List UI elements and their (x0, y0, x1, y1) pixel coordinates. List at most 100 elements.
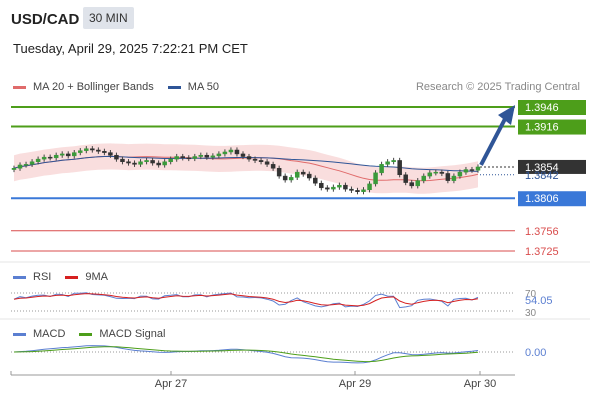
candle-body (349, 188, 354, 191)
candle-body (234, 149, 240, 155)
candle (475, 164, 481, 173)
candle (47, 154, 53, 161)
candle (156, 160, 161, 168)
x-axis-ticks: Apr 27 Apr 29 Apr 30 (10, 371, 496, 390)
rsi-value-label: 54.05 (525, 295, 553, 307)
candle (300, 169, 306, 177)
candle-body (264, 161, 270, 165)
candle-body (415, 180, 420, 187)
candle (313, 175, 318, 186)
candle-body (246, 156, 252, 160)
candle-body (47, 156, 53, 159)
candle-body (433, 171, 439, 174)
candle (469, 166, 475, 173)
macd-swatch-icon (13, 332, 26, 336)
candle (451, 173, 457, 184)
candle-body (150, 160, 155, 164)
timeframe-badge[interactable]: 30 MIN (83, 7, 134, 29)
candle-body (391, 160, 396, 162)
candle (337, 182, 342, 190)
candle (126, 159, 131, 166)
candle (84, 146, 89, 154)
rsi-level-label: 70 (525, 289, 537, 300)
candle-body (361, 189, 366, 192)
candles (11, 105, 515, 195)
candle (108, 150, 113, 158)
bollinger-swatch-icon (13, 85, 26, 89)
level-label: 1.3756 (525, 226, 559, 238)
credit-text: Research © 2025 Trading Central (415, 81, 580, 93)
candle (174, 153, 179, 162)
candle (367, 181, 372, 193)
candle (415, 178, 420, 189)
x-tick-label: Apr 29 (339, 378, 371, 390)
candle (463, 166, 469, 175)
candle (216, 151, 222, 159)
candle (90, 146, 95, 153)
candle-body (463, 169, 469, 173)
candle (349, 186, 354, 194)
candle-body (90, 148, 95, 151)
legend-rsi: RSI (13, 271, 51, 283)
legend-bollinger: MA 20 + Bollinger Bands (13, 81, 154, 93)
candle-body (156, 162, 161, 166)
candle (96, 147, 101, 154)
candle-body (282, 175, 288, 181)
candle-body (102, 151, 107, 153)
candle-body (325, 187, 330, 190)
candle (276, 165, 282, 179)
candle-body (120, 158, 125, 162)
candle-body (270, 164, 276, 169)
macd-panel: 0.00 (11, 345, 546, 364)
candle (192, 153, 198, 162)
level-label: 1.3725 (525, 246, 559, 258)
rsi-ma-line (13, 293, 479, 307)
candle (403, 172, 408, 186)
rsi-ma-swatch-icon (65, 275, 79, 279)
candle (307, 171, 312, 181)
macd-signal-swatch-icon (79, 332, 93, 336)
candle (138, 159, 143, 167)
ma50-swatch-icon (167, 85, 181, 89)
candle-body (78, 150, 83, 153)
candle (11, 165, 17, 173)
candle (132, 160, 137, 167)
candle-body (252, 158, 258, 161)
candle (53, 152, 59, 161)
legend-macd-signal-label: MACD Signal (99, 328, 166, 340)
candle (180, 153, 185, 161)
candle-body (337, 184, 342, 188)
candle-body (144, 160, 149, 162)
candle (168, 156, 173, 165)
candle (282, 173, 288, 183)
resistance-tag (518, 119, 586, 135)
candle (264, 159, 270, 167)
legend-rsi-ma-label: 9MA (85, 271, 108, 283)
last-price-tag (518, 159, 586, 174)
candle-body (35, 158, 41, 162)
candle-body (313, 177, 318, 184)
candle-body (445, 173, 451, 181)
candle (120, 156, 125, 165)
symbol-title: USD/CAD (11, 11, 80, 28)
candle-body (294, 171, 300, 178)
candle-body (228, 149, 234, 153)
level-label: 1.3916 (525, 122, 559, 134)
candle-body (53, 154, 59, 159)
candle-body (258, 160, 264, 162)
resistance-tag (518, 100, 586, 115)
candle-body (439, 171, 445, 174)
candle-body (397, 160, 402, 176)
candle-body (469, 169, 475, 171)
level-label: 1.3842 (525, 170, 559, 182)
candle-body (114, 154, 119, 160)
x-tick-label: Apr 27 (155, 378, 187, 390)
level-label: 1.3946 (525, 102, 559, 114)
candle-body (41, 156, 47, 160)
candle-body (65, 153, 71, 157)
candle (78, 148, 83, 156)
legend-ma50-label: MA 50 (187, 81, 219, 93)
candle-body (138, 161, 143, 165)
